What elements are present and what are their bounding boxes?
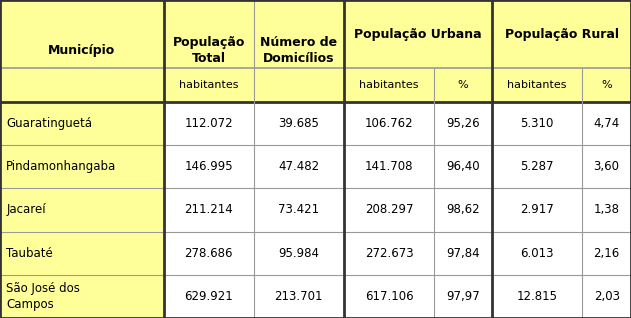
Text: Guaratinguetá: Guaratinguetá [6,117,92,130]
Text: 629.921: 629.921 [184,290,233,303]
Text: habitantes: habitantes [179,80,239,90]
Text: 95.984: 95.984 [278,247,319,259]
Bar [254,188,344,232]
Bar [582,145,631,188]
Bar [344,102,434,145]
Bar [163,145,254,188]
Text: 213.701: 213.701 [274,290,323,303]
Text: 2.917: 2.917 [521,204,554,216]
Bar [582,102,631,145]
Bar [163,0,254,102]
Bar [344,232,434,275]
Bar [0,188,163,232]
Text: 211.214: 211.214 [184,204,233,216]
Bar [492,232,582,275]
Bar [0,275,163,318]
Text: 5.310: 5.310 [521,117,554,130]
Text: Jacareí: Jacareí [6,204,46,216]
Text: 2,16: 2,16 [594,247,620,259]
Bar [434,102,492,145]
Text: 12.815: 12.815 [517,290,558,303]
Text: %: % [601,80,612,90]
Bar [492,0,631,68]
Bar [582,275,631,318]
Text: 95,26: 95,26 [446,117,480,130]
Text: 47.482: 47.482 [278,160,319,173]
Text: habitantes: habitantes [507,80,567,90]
Text: 1,38: 1,38 [594,204,620,216]
Bar [582,188,631,232]
Text: 96,40: 96,40 [446,160,480,173]
Text: Pindamonhangaba: Pindamonhangaba [6,160,117,173]
Bar [0,145,163,188]
Bar [434,145,492,188]
Bar [492,145,582,188]
Text: 39.685: 39.685 [278,117,319,130]
Bar [434,275,492,318]
Text: 2,03: 2,03 [594,290,620,303]
Text: 146.995: 146.995 [184,160,233,173]
Text: Taubaté: Taubaté [6,247,53,259]
Bar [254,102,344,145]
Text: 112.072: 112.072 [184,117,233,130]
Bar [492,275,582,318]
Text: População
Total: População Total [172,36,245,66]
Bar [434,232,492,275]
Text: 3,60: 3,60 [594,160,620,173]
Bar [492,102,582,145]
Text: 98,62: 98,62 [446,204,480,216]
Bar [434,68,492,102]
Bar [344,188,434,232]
Bar [492,68,582,102]
Bar [254,68,344,102]
Bar [582,232,631,275]
Text: População Rural: População Rural [505,28,618,41]
Bar [0,102,163,145]
Bar [163,102,254,145]
Bar [344,145,434,188]
Text: 141.708: 141.708 [365,160,413,173]
Bar [163,232,254,275]
Text: Município: Município [48,45,115,57]
Text: habitantes: habitantes [359,80,419,90]
Bar [344,68,434,102]
Bar [254,145,344,188]
Bar [0,0,163,102]
Bar [163,68,254,102]
Text: 97,84: 97,84 [446,247,480,259]
Text: 6.013: 6.013 [521,247,554,259]
Text: 617.106: 617.106 [365,290,413,303]
Text: 97,97: 97,97 [446,290,480,303]
Text: 272.673: 272.673 [365,247,413,259]
Text: 106.762: 106.762 [365,117,413,130]
Text: 208.297: 208.297 [365,204,413,216]
Text: %: % [457,80,468,90]
Bar [492,188,582,232]
Text: São José dos
Campos: São José dos Campos [6,282,80,311]
Text: 73.421: 73.421 [278,204,319,216]
Bar [254,0,344,102]
Text: 5.287: 5.287 [521,160,554,173]
Bar [254,232,344,275]
Text: 278.686: 278.686 [184,247,233,259]
Bar [344,275,434,318]
Bar [582,68,631,102]
Bar [163,188,254,232]
Bar [344,0,492,68]
Bar [0,232,163,275]
Text: População Urbana: População Urbana [354,28,482,41]
Text: Número de
Domicílios: Número de Domicílios [260,36,338,66]
Bar [434,188,492,232]
Bar [163,275,254,318]
Bar [254,275,344,318]
Text: 4,74: 4,74 [594,117,620,130]
